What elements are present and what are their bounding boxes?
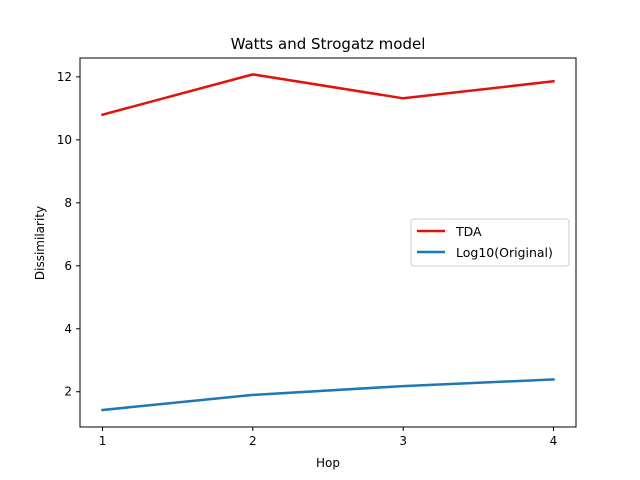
legend-label-log10-original: Log10(Original) [456,245,553,260]
chart-title: Watts and Strogatz model [231,35,426,53]
x-tick-label: 4 [550,434,558,448]
y-tick-label: 2 [64,385,72,399]
y-axis-ticks: 2 4 6 8 10 12 [57,70,80,399]
y-tick-label: 6 [64,259,72,273]
legend: TDA Log10(Original) [410,218,570,267]
legend-label-tda: TDA [455,224,482,239]
series-line-log10-original [101,378,555,412]
series-layer [101,73,555,412]
x-axis-label: Hop [316,456,340,470]
x-axis-ticks: 1 2 3 4 [99,427,558,448]
y-tick-label: 10 [57,133,72,147]
x-tick-label: 1 [99,434,107,448]
plot-frame [79,57,577,428]
y-tick-label: 4 [64,322,72,336]
y-tick-label: 8 [64,196,72,210]
y-axis-label: Dissimilarity [33,206,47,280]
legend-box [410,218,570,267]
series-line-tda [101,73,555,117]
y-tick-label: 12 [57,70,72,84]
x-tick-label: 2 [249,434,257,448]
x-tick-label: 3 [399,434,407,448]
